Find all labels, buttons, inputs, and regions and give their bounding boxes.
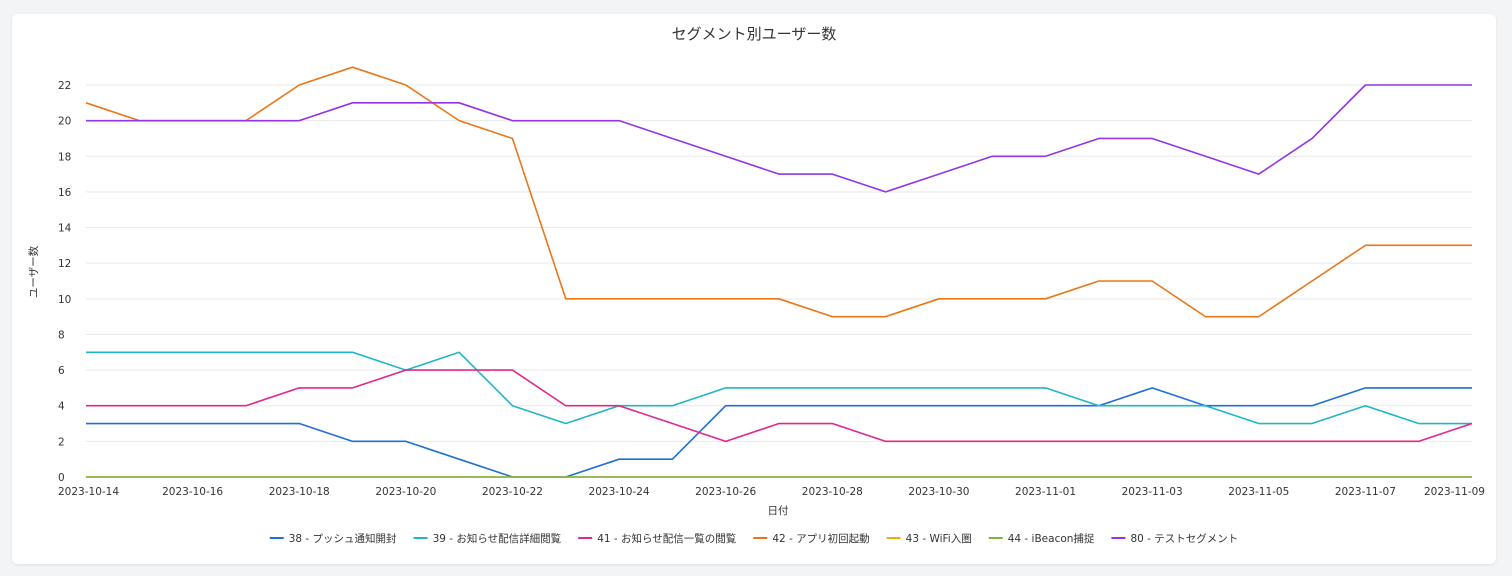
- y-axis-title: ユーザー数: [27, 245, 40, 298]
- x-tick-label: 2023-11-09: [1424, 486, 1485, 498]
- y-tick-label: 12: [58, 258, 71, 270]
- series-line-7[interactable]: [86, 84, 1472, 193]
- legend-label: 43 - WiFi入圏: [906, 533, 972, 545]
- x-tick-label: 2023-10-28: [802, 486, 863, 498]
- x-tick-label: 2023-10-14: [58, 486, 119, 498]
- y-tick-label: 20: [58, 116, 71, 128]
- series-line-2[interactable]: [86, 351, 1472, 425]
- y-tick-label: 14: [58, 223, 72, 235]
- legend[interactable]: 38 - プッシュ通知開封 39 - お知らせ配信詳細閲覧 41 - お知らせ配信一…: [269, 532, 1239, 545]
- chart-title: セグメント別ユーザー数: [672, 25, 837, 43]
- legend-item-5[interactable]: 43 - WiFi入圏: [886, 533, 972, 545]
- y-tick-label: 2: [58, 436, 65, 448]
- legend-item-1[interactable]: 38 - プッシュ通知開封: [269, 532, 397, 545]
- chart-card: セグメント別ユーザー数 0 2 4 6 8 10 12 14 16 18 20 22 2023-10-…: [12, 14, 1496, 564]
- x-tick-label: 2023-10-22: [482, 486, 543, 498]
- x-tick-label: 2023-11-03: [1122, 486, 1183, 498]
- y-tick-label: 18: [58, 151, 71, 163]
- legend-label: 44 - iBeacon捕捉: [1008, 532, 1095, 545]
- x-tick-label: 2023-11-07: [1335, 486, 1396, 498]
- series-line-3[interactable]: [86, 369, 1473, 443]
- y-tick-label: 16: [58, 187, 72, 199]
- legend-label: 42 - アプリ初回起動: [772, 532, 869, 545]
- x-axis-title: 日付: [768, 504, 789, 517]
- series-lines: [85, 66, 1473, 478]
- legend-item-6[interactable]: 44 - iBeacon捕捉: [988, 532, 1095, 545]
- legend-item-4[interactable]: 42 - アプリ初回起動: [753, 532, 870, 545]
- gridlines: [86, 84, 1472, 478]
- series-line-1[interactable]: [86, 387, 1472, 478]
- x-axis-ticks: 2023-10-14 2023-10-16 2023-10-18 2023-10-20…: [58, 486, 1485, 498]
- legend-item-3[interactable]: 41 - お知らせ配信一覧の閲覧: [578, 532, 737, 545]
- y-axis-ticks: 0 2 4 6 8 10 12 14 16 18 20 22: [58, 80, 72, 484]
- x-tick-label: 2023-10-18: [269, 486, 330, 498]
- legend-label: 39 - お知らせ配信詳細閲覧: [433, 532, 562, 545]
- series-line-4[interactable]: [85, 66, 1472, 318]
- legend-item-7[interactable]: 80 - テストセグメント: [1111, 532, 1238, 545]
- x-tick-label: 2023-10-30: [908, 486, 969, 498]
- x-tick-label: 2023-10-20: [375, 486, 436, 498]
- y-tick-label: 8: [58, 329, 65, 341]
- y-tick-label: 10: [58, 294, 71, 306]
- legend-label: 41 - お知らせ配信一覧の閲覧: [597, 532, 737, 545]
- x-tick-label: 2023-10-26: [695, 486, 756, 498]
- x-tick-label: 2023-11-05: [1228, 486, 1289, 498]
- x-tick-label: 2023-10-24: [589, 486, 650, 498]
- y-tick-label: 22: [58, 80, 71, 92]
- y-tick-label: 4: [58, 401, 65, 413]
- legend-item-2[interactable]: 39 - お知らせ配信詳細閲覧: [413, 532, 562, 545]
- legend-label: 80 - テストセグメント: [1130, 532, 1238, 545]
- x-tick-label: 2023-11-01: [1015, 486, 1076, 498]
- line-chart: セグメント別ユーザー数 0 2 4 6 8 10 12 14 16 18 20 22 2023-10-…: [27, 25, 1485, 545]
- legend-label: 38 - プッシュ通知開封: [289, 532, 397, 545]
- x-tick-label: 2023-10-16: [162, 486, 223, 498]
- y-tick-label: 6: [58, 365, 65, 377]
- y-tick-label: 0: [58, 472, 65, 484]
